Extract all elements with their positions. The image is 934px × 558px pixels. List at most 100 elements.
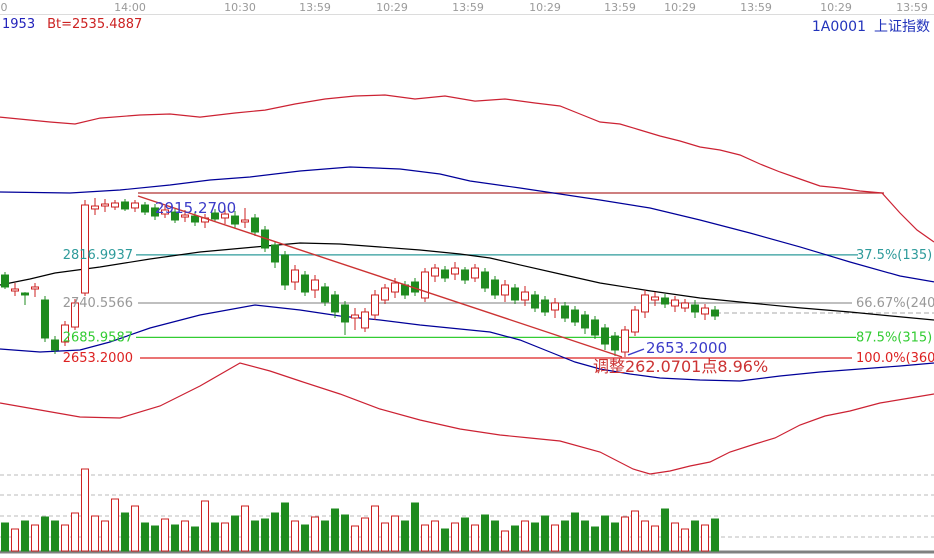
- volume-bar: [521, 520, 529, 552]
- candle-body: [461, 269, 469, 281]
- candle-body: [651, 296, 659, 301]
- candle-body: [591, 319, 599, 336]
- candle-body: [81, 204, 89, 294]
- candle-body: [421, 271, 429, 299]
- volume-bar: [591, 526, 599, 552]
- volume-bar: [621, 516, 629, 552]
- volume-bar: [351, 525, 359, 552]
- candle-body: [351, 314, 359, 319]
- lower-band-line: [0, 304, 934, 382]
- volume-bar: [641, 520, 649, 552]
- volume-bar: [211, 522, 219, 552]
- candle-body: [341, 304, 349, 323]
- time-axis: 0 14:00 10:30 13:59 10:29 13:59 10:29 13:59 10:2…: [0, 0, 934, 15]
- volume-bar: [61, 524, 69, 552]
- candle-body: [231, 215, 239, 225]
- volume-bar: [301, 524, 309, 552]
- volume-bar: [381, 522, 389, 552]
- upper-band-line: [0, 166, 934, 283]
- lower-envelope-line: [0, 362, 934, 475]
- volume-bar: [601, 515, 609, 552]
- candle-body: [191, 215, 199, 223]
- volume-bar: [271, 512, 279, 552]
- candle-body: [311, 279, 319, 291]
- retracement-percent-label: 100.0%(360): [856, 351, 934, 366]
- candle-body: [481, 271, 489, 289]
- candle-body: [251, 217, 259, 233]
- volume-bar: [611, 522, 619, 552]
- volume-bar: [251, 520, 259, 552]
- candle-body: [61, 324, 69, 343]
- volume-bar: [241, 505, 249, 552]
- candle-body: [21, 292, 29, 296]
- volume-bar: [121, 512, 129, 552]
- volume-bar: [481, 514, 489, 552]
- volume-bar: [231, 515, 239, 552]
- volume-bar: [321, 520, 329, 552]
- retracement-annotation: 调整262.0701点8.96%: [593, 357, 769, 376]
- volume-bar: [331, 508, 339, 552]
- volume-bar: [51, 520, 59, 552]
- time-axis-label: 13:59: [740, 1, 772, 14]
- candle-body: [661, 297, 669, 305]
- candle-body: [471, 267, 479, 279]
- candle-body: [671, 299, 679, 307]
- candle-body: [571, 309, 579, 323]
- candle-body: [121, 201, 129, 210]
- volume-bar: [691, 520, 699, 552]
- volume-bar: [511, 525, 519, 552]
- low-annotation-pointer: [627, 348, 645, 356]
- volume-bar: [111, 498, 119, 552]
- time-axis-label: 14:00: [114, 1, 146, 14]
- candle-body: [361, 311, 369, 329]
- volume-bar: [461, 517, 469, 552]
- volume-bar: [31, 524, 39, 552]
- volume-bar: [391, 515, 399, 552]
- time-axis-label: 13:59: [604, 1, 636, 14]
- candle-body: [91, 205, 99, 210]
- candle-body: [51, 339, 59, 351]
- volume-bar: [341, 514, 349, 552]
- candle-body: [31, 286, 39, 290]
- volume-bar: [131, 505, 139, 552]
- indicator-value: Bt=2535.4887: [47, 17, 143, 32]
- retracement-percent-label: 37.5%(135): [856, 248, 932, 263]
- candle-body: [301, 274, 309, 293]
- candle-body: [331, 294, 339, 313]
- candle-body: [41, 299, 49, 339]
- candle-body: [501, 284, 509, 296]
- candle-body: [531, 294, 539, 309]
- candle-body: [581, 314, 589, 329]
- candle-body: [321, 286, 329, 303]
- volume-bar: [71, 512, 79, 552]
- volume-bar: [411, 502, 419, 552]
- candle-body: [241, 219, 249, 223]
- volume-bar: [291, 520, 299, 552]
- retracement-percent-label: 87.5%(315): [856, 330, 932, 345]
- volume-bar: [11, 528, 19, 552]
- candle-body: [71, 302, 79, 328]
- volume-bar: [491, 520, 499, 552]
- volume-bar: [261, 518, 269, 552]
- volume-bar: [91, 515, 99, 552]
- candle-body: [521, 291, 529, 301]
- volume-bar: [1, 522, 9, 552]
- volume-bar: [551, 524, 559, 552]
- candle-body: [631, 309, 639, 333]
- time-axis-label: 13:59: [896, 1, 928, 14]
- price-level-label: 2816.9937: [63, 248, 133, 263]
- candle-body: [11, 288, 19, 292]
- volume-bar: [581, 520, 589, 552]
- candle-body: [551, 302, 559, 311]
- candle-body: [621, 329, 629, 353]
- volume-bar: [501, 530, 509, 552]
- candle-body: [371, 294, 379, 316]
- candle-body: [601, 327, 609, 345]
- volume-bar: [311, 516, 319, 552]
- peak-price-annotation: 2915.2700: [155, 199, 237, 217]
- candle-body: [391, 282, 399, 293]
- volume-bar: [671, 522, 679, 552]
